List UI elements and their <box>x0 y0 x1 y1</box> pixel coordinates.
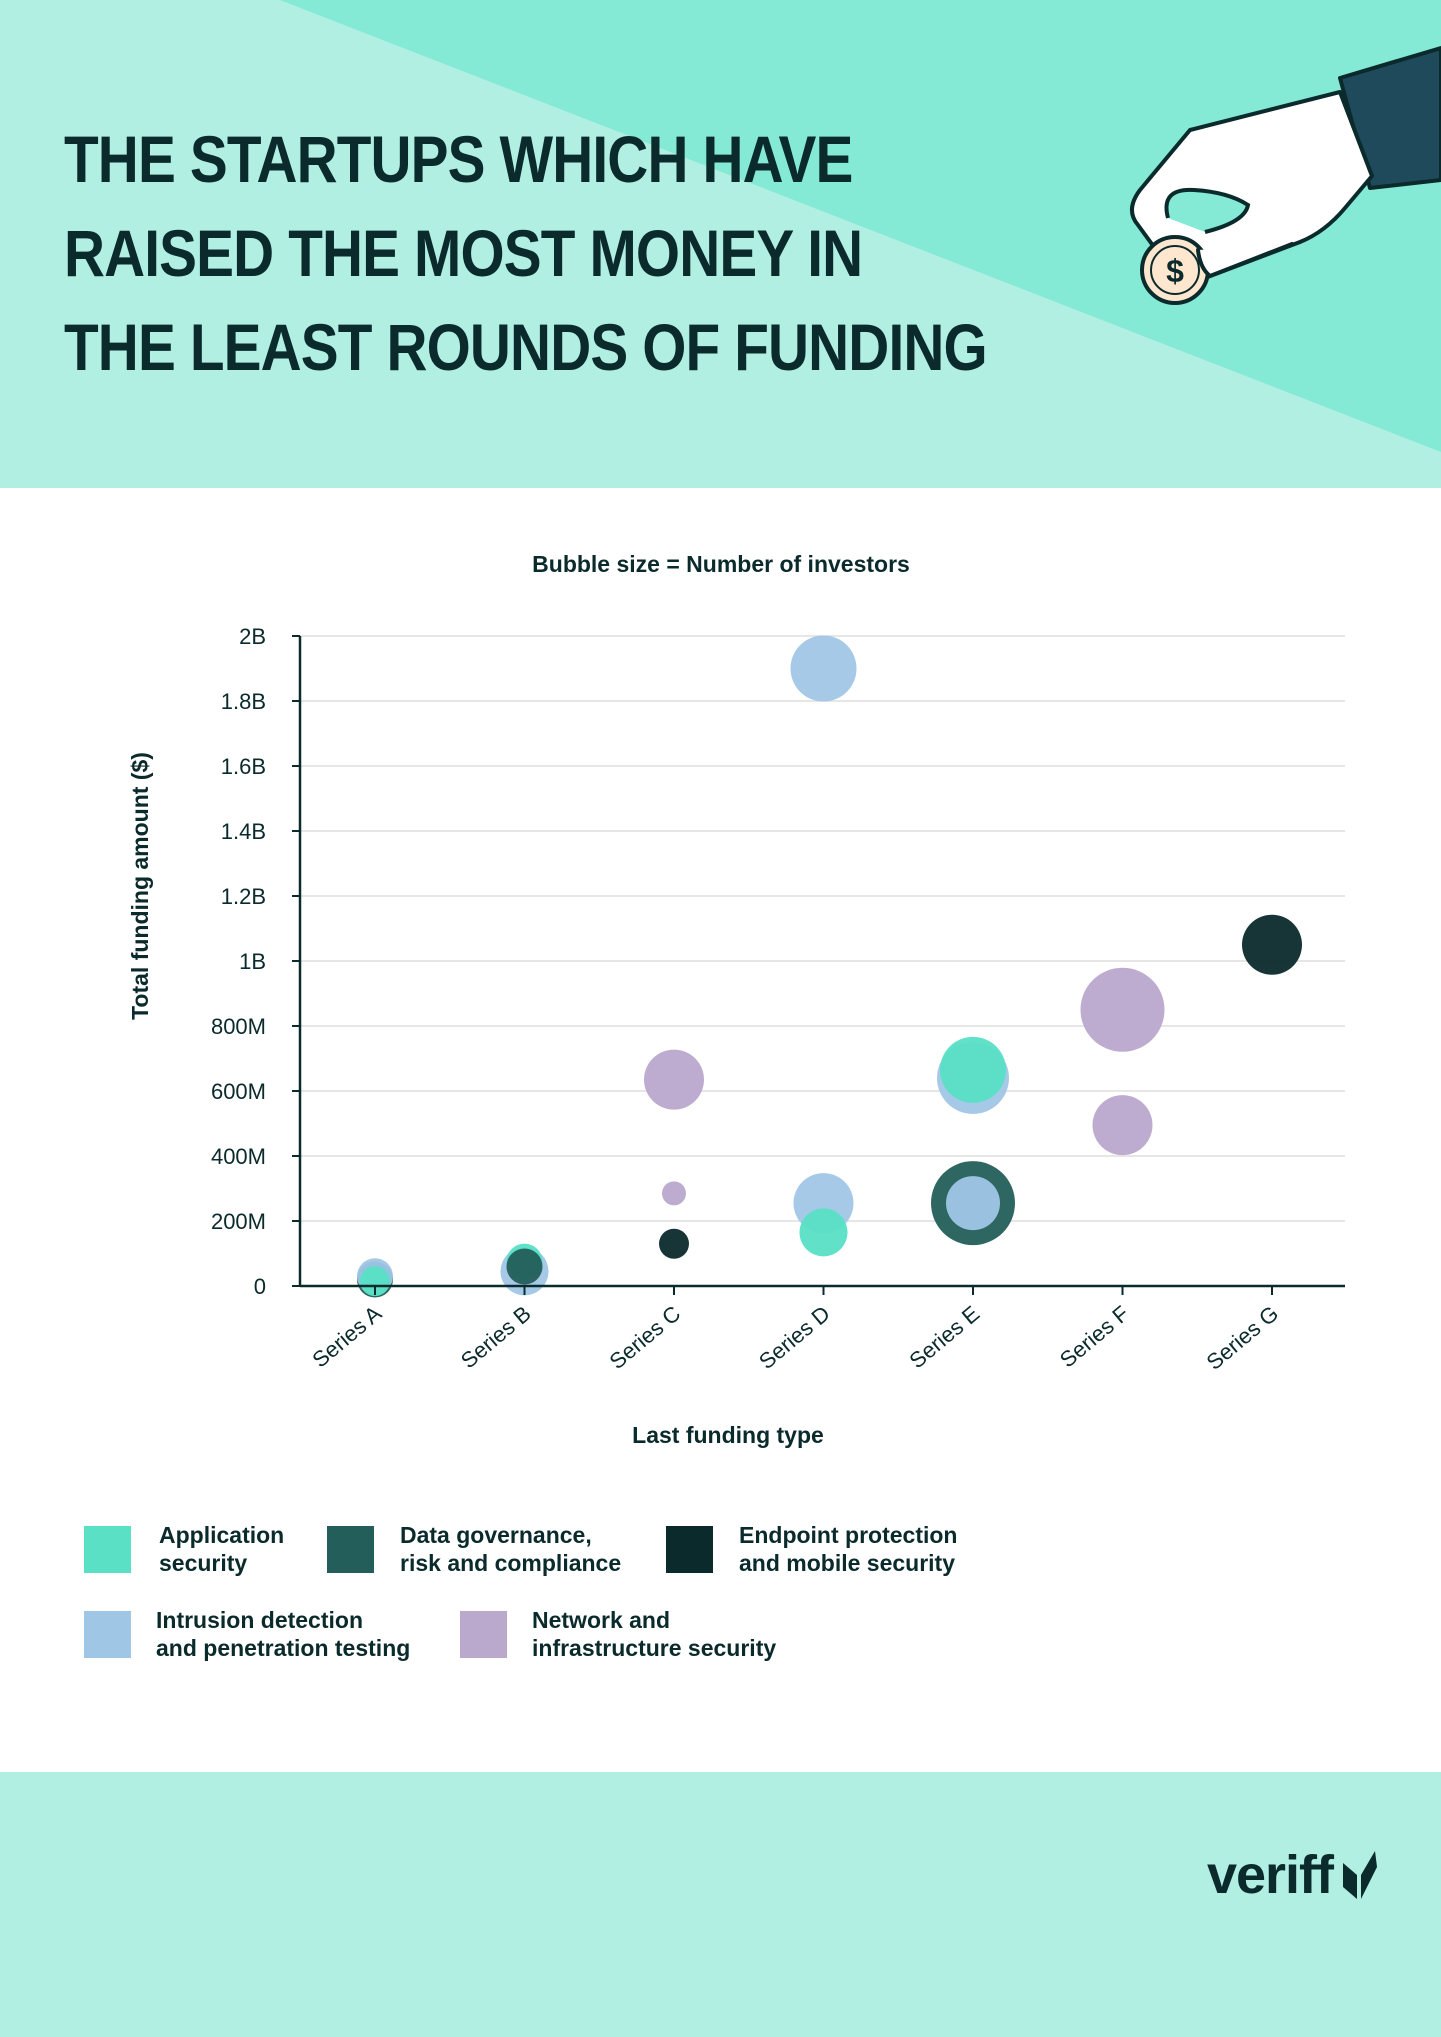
bubble-point <box>1242 914 1302 975</box>
footer-banner: veriff <box>0 1772 1441 2037</box>
y-tick-label: 0 <box>254 1274 266 1299</box>
legend-swatch <box>84 1525 131 1573</box>
header-banner: $ THE STARTUPS WHICH HAVE RAISED THE MOS… <box>0 0 1441 488</box>
logo-text: veriff <box>1206 1845 1334 1905</box>
x-tick-label: Series F <box>1055 1301 1134 1373</box>
x-tick-label: Series B <box>456 1301 536 1374</box>
y-tick-label: 200M <box>211 1209 266 1234</box>
legend-label-line: security <box>159 1550 248 1576</box>
legend-label: Data governance, risk and compliance <box>400 1521 650 1577</box>
hand-holding-coin-icon: $ <box>1130 46 1441 305</box>
legend-swatch <box>84 1610 131 1658</box>
legend-item-application-security: Application security <box>84 1521 319 1577</box>
bubble-point <box>662 1181 686 1206</box>
x-tick-label: Series A <box>307 1300 386 1372</box>
bubble-chart: Bubble size = Number of investors Total … <box>127 551 1345 1448</box>
legend-label-line: Data governance, <box>400 1522 592 1548</box>
legend-item-intrusion-detection: Intrusion detection and penetration test… <box>84 1606 456 1662</box>
veriff-mark-icon <box>1343 1851 1377 1899</box>
title-line: RAISED THE MOST MONEY IN <box>64 216 863 290</box>
bubble-point <box>790 635 857 702</box>
y-tick-label: 1.6B <box>221 754 266 779</box>
legend-label-line: Application <box>159 1522 285 1548</box>
y-axis-label: Total funding amount ($) <box>127 752 153 1020</box>
bubble-point <box>659 1228 689 1259</box>
y-tick-label: 600M <box>211 1079 266 1104</box>
legend-label-line: Endpoint protection <box>739 1522 958 1548</box>
legend-swatch <box>460 1610 507 1658</box>
bubble-point <box>644 1049 704 1110</box>
veriff-logo: veriff <box>1207 1844 1379 1906</box>
y-tick-label: 1.4B <box>221 819 266 844</box>
header-diagonal-shape <box>280 0 1441 452</box>
y-tick-label: 2B <box>239 624 266 649</box>
title-line: THE LEAST ROUNDS OF FUNDING <box>64 310 988 384</box>
grid-lines <box>300 635 1345 1222</box>
y-tick-label: 400M <box>211 1144 266 1169</box>
y-tick-label: 1.8B <box>221 689 266 714</box>
coin-symbol: $ <box>1166 253 1184 289</box>
x-axis-label: Last funding type <box>632 1422 824 1448</box>
x-tick-label: Series D <box>754 1301 835 1374</box>
bubble-point <box>946 1176 1000 1231</box>
chart-title: Bubble size = Number of investors <box>532 551 910 577</box>
bubble-point <box>1092 1095 1153 1156</box>
x-tick-label: Series G <box>1202 1301 1284 1375</box>
legend-label-line: Network and <box>532 1607 671 1633</box>
bubble-point <box>1080 967 1165 1052</box>
legend-label-line: infrastructure security <box>532 1635 777 1661</box>
legend-item-network-infrastructure: Network and infrastructure security <box>460 1606 832 1662</box>
legend-item-data-governance: Data governance, risk and compliance <box>327 1521 650 1577</box>
legend-label: Network and infrastructure security <box>532 1606 832 1662</box>
y-tick-label: 1.2B <box>221 884 266 909</box>
bubble-point <box>940 1036 1006 1103</box>
title-line: THE STARTUPS WHICH HAVE <box>64 122 853 196</box>
page-title: THE STARTUPS WHICH HAVE RAISED THE MOST … <box>64 112 988 394</box>
legend-swatch <box>327 1525 374 1573</box>
bubble-point <box>360 1266 390 1297</box>
legend-label-line: and mobile security <box>739 1550 956 1576</box>
legend-label-line: Intrusion detection <box>156 1607 363 1633</box>
legend-label: Application security <box>159 1521 319 1577</box>
y-tick-label: 800M <box>211 1014 266 1039</box>
bubbles <box>357 635 1302 1298</box>
y-tick-label: 1B <box>239 949 266 974</box>
legend-item-endpoint-protection: Endpoint protection and mobile security <box>666 1521 989 1577</box>
bubble-point <box>506 1248 543 1285</box>
x-tick-label: Series C <box>605 1301 686 1374</box>
legend-label: Endpoint protection and mobile security <box>739 1521 989 1577</box>
legend-label-line: and penetration testing <box>156 1635 411 1661</box>
legend-label: Intrusion detection and penetration test… <box>156 1606 456 1662</box>
legend-swatch <box>666 1525 713 1573</box>
x-tick-label: Series E <box>904 1301 984 1374</box>
legend-label-line: risk and compliance <box>400 1550 622 1576</box>
bubble-point <box>799 1208 848 1257</box>
